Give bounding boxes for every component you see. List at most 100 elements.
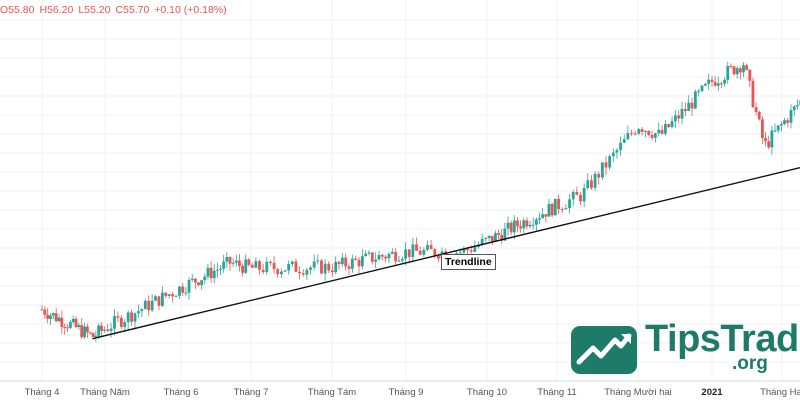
candle-body	[553, 198, 557, 216]
candle-body	[560, 209, 564, 211]
candle-body	[140, 309, 144, 312]
x-tick-label: Tháng 4	[25, 387, 60, 398]
candle-body	[276, 269, 280, 275]
candle-body	[49, 315, 52, 319]
ohlc-low: L55.20	[78, 4, 111, 16]
candle-body	[384, 256, 388, 259]
candle-body	[157, 296, 161, 306]
candle-body	[364, 253, 368, 257]
candle-body	[254, 261, 258, 268]
candle-body	[377, 254, 381, 260]
candle-body	[490, 235, 494, 242]
candle-body	[100, 325, 103, 331]
candle-body	[764, 138, 767, 142]
candle-body	[411, 244, 415, 257]
candle-body	[80, 325, 84, 338]
candle-body	[244, 259, 248, 273]
candle-body	[611, 152, 615, 157]
candle-body	[60, 317, 64, 327]
candle-body	[650, 135, 654, 138]
candle-body	[407, 249, 411, 257]
candle-body	[193, 278, 197, 283]
candle-body	[167, 294, 171, 296]
candle-body	[203, 276, 207, 281]
ohlc-open: O55.80	[0, 4, 35, 16]
candle-body	[622, 139, 626, 143]
candle-body	[796, 105, 799, 107]
candle-body	[582, 187, 586, 202]
candle-body	[106, 329, 110, 332]
candle-body	[415, 244, 418, 251]
candle-body	[374, 259, 378, 262]
candle-body	[147, 300, 151, 311]
candle-body	[283, 270, 287, 272]
candle-body	[231, 262, 235, 264]
candle-body	[71, 318, 75, 323]
trendline[interactable]	[92, 166, 800, 340]
candle-body	[751, 80, 755, 108]
candle-body	[564, 208, 568, 210]
candle-body	[647, 130, 651, 136]
candle-body	[247, 259, 251, 265]
candle-body	[360, 256, 364, 267]
candle-body	[97, 325, 101, 336]
candle-body	[290, 261, 294, 264]
candle-body	[119, 317, 123, 327]
candle-body	[637, 129, 641, 134]
candle-body	[238, 260, 241, 267]
candle-body	[123, 322, 127, 327]
x-tick-label: Tháng Mười hai	[604, 387, 672, 398]
trendline-label: Trendline	[441, 254, 496, 270]
candle-body	[397, 260, 401, 262]
candle-body	[473, 246, 477, 252]
candle-body	[91, 333, 95, 337]
candle-body	[187, 279, 191, 293]
candle-body	[197, 282, 200, 286]
candle-body	[789, 110, 793, 123]
candle-body	[707, 79, 711, 84]
candle-body	[234, 260, 238, 263]
ohlc-readout: O55.80 H56.20 L55.20 C55.70 +0.10 (+0.18%)	[0, 4, 232, 16]
candle-body	[600, 162, 604, 178]
candle-body	[344, 257, 348, 267]
candle-body	[143, 300, 147, 310]
candle-body	[102, 329, 106, 331]
candle-body	[633, 133, 637, 135]
candle-body	[57, 317, 61, 322]
logo-chart-icon	[571, 326, 637, 374]
candle-body	[735, 68, 739, 75]
candle-body	[160, 292, 164, 306]
candle-body	[462, 248, 466, 253]
x-tick-label: Tháng 9	[389, 387, 424, 398]
candle-body	[316, 260, 320, 262]
candle-body	[776, 125, 780, 131]
candle-body	[697, 91, 701, 93]
candle-body	[663, 124, 667, 134]
candle-body	[287, 263, 291, 271]
candle-body	[137, 311, 140, 314]
candlestick-series	[40, 61, 800, 342]
candle-body	[626, 133, 630, 140]
candle-body	[466, 248, 469, 251]
candle-body	[184, 292, 188, 294]
x-tick-label: Tháng Hai	[760, 387, 800, 398]
candle-body	[541, 214, 545, 219]
candle-body	[350, 258, 354, 269]
ohlc-change: +0.10 (+0.18%)	[154, 4, 227, 16]
x-tick-label: Tháng Năm	[80, 387, 130, 398]
x-tick-label: Tháng 6	[164, 387, 199, 398]
candle-body	[171, 294, 175, 297]
candle-body	[494, 233, 497, 242]
candle-body	[575, 191, 579, 195]
candle-body	[216, 269, 219, 271]
candle-body	[469, 250, 473, 252]
candle-body	[437, 255, 440, 259]
candle-body	[418, 250, 422, 255]
candle-body	[404, 249, 408, 259]
candle-body	[164, 292, 168, 296]
candle-body	[516, 220, 519, 227]
candle-body	[667, 124, 671, 128]
candle-body	[593, 173, 597, 188]
candle-body	[630, 133, 633, 135]
